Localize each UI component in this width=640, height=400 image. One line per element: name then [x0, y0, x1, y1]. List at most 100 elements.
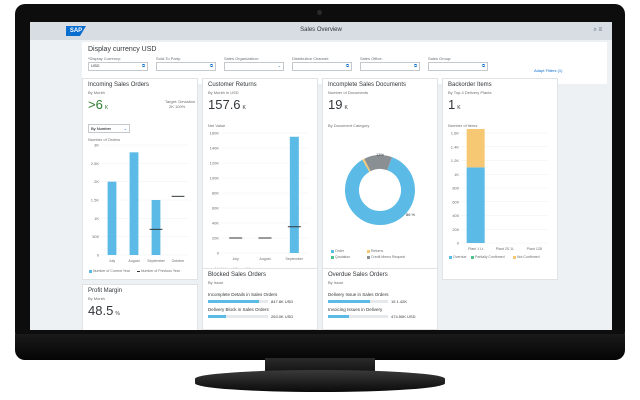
card-title: Overdue Sales Orders [328, 272, 388, 278]
filter-label: Sales Organization: [224, 56, 259, 61]
y-tick-label: 0 [217, 251, 220, 256]
issue-bar [208, 300, 268, 303]
filter-label: Sales Office: [360, 56, 383, 61]
sales-office-input[interactable]: ⧉ [360, 62, 420, 71]
x-tick-label: August [259, 257, 270, 261]
issue-bar [328, 300, 388, 303]
kpi-value: 48.5% [88, 303, 120, 318]
y-tick-label: 0 [457, 241, 460, 246]
bar-not-confirmed [466, 129, 485, 168]
donut-svg: 86 % 13% [345, 152, 416, 225]
value-help-icon: ⧉ [414, 63, 417, 68]
overdue-sales-orders-card[interactable]: Overdue Sales Orders By Issue Delivery I… [322, 268, 438, 330]
issue-value: 15 1.42K [391, 299, 408, 304]
y-tick-label: 400 [452, 213, 459, 218]
card-title: Profit Margin [88, 288, 123, 294]
issue-bar [328, 315, 388, 318]
legend-partially-confirmed: Partially Confirmed [471, 255, 505, 259]
bar-overdue [466, 167, 485, 243]
c1-svg: 0 500 1K 1.5K 2K 2.5K 3K July August September Oct… [91, 143, 189, 263]
legend-credit-memo: Credit Memo Request [367, 255, 405, 259]
filter-label: Sales Group: [428, 56, 452, 61]
slice-order [345, 157, 415, 225]
card-title: Backorder Items [448, 82, 492, 88]
shell-icons[interactable]: ⌕ ≡ [593, 27, 602, 33]
kpi-value: 19 K [328, 97, 348, 112]
incoming-sales-orders-card[interactable]: Incoming Sales Orders By Month >6 K Targe… [82, 78, 198, 280]
sales-group-input[interactable]: ⧉ [428, 62, 488, 71]
blocked-sales-orders-card[interactable]: Blocked Sales Orders By Issue Incomplete… [202, 268, 318, 330]
axis-title: Number of Orders [88, 137, 121, 142]
camera-icon [317, 10, 322, 15]
adapt-filters-link[interactable]: Adapt Filters (1) [534, 68, 563, 73]
x-tick-label: July [232, 257, 239, 261]
card-title: Customer Returns [208, 82, 257, 88]
shell-bar: SAP Sales Overview ⌕ ≡ [30, 22, 612, 40]
target-label: Target: Deviation [165, 99, 196, 104]
customer-returns-card[interactable]: Customer Returns By Month in USD 157.6 K … [202, 78, 318, 280]
slice-credit-memo-request [364, 155, 392, 172]
value-help-icon: ⧉ [346, 63, 349, 68]
value-help-icon: ⧉ [482, 63, 485, 68]
card-title: Incoming Sales Orders [88, 82, 150, 88]
incomplete-documents-card[interactable]: Incomplete Sales Documents Number of Doc… [322, 78, 438, 280]
backorder-items-card[interactable]: Backorder Items By Top-4 Delivery Plants… [442, 78, 558, 280]
issue-label[interactable]: Delivery Issue in Sales Orders [328, 292, 389, 297]
y-tick-label: 0 [97, 253, 100, 258]
c2-svg: 0 20K 40K 60K 80K 100K 120K 140K 160K July August S… [210, 131, 309, 261]
app-title[interactable]: Sales Overview [300, 27, 342, 33]
y-tick-label: 1.6K [451, 131, 460, 136]
legend-not-confirmed: Not Confirmed [513, 255, 540, 259]
issue-label[interactable]: Incomplete Details in Sales Orders [208, 292, 278, 297]
bar-current-year [151, 200, 161, 255]
chevron-down-icon: ⌄ [123, 126, 127, 131]
display-currency-input[interactable]: USD ⧉ [88, 62, 148, 71]
x-tick-label: September [286, 257, 304, 261]
issue-label[interactable]: Delivery Block in Sales Orders [208, 307, 269, 312]
card-subtitle: By Top-4 Delivery Plants [448, 90, 492, 95]
filter-bar: Display currency USD *Display Currency: … [82, 42, 607, 84]
y-tick-label: 40K [212, 221, 219, 226]
y-tick-label: 80K [212, 191, 219, 196]
filter-display-currency: *Display Currency: USD ⧉ [88, 56, 148, 71]
legend-returns: Returns [367, 249, 383, 253]
group-by-select[interactable]: By Number ⌄ [88, 124, 130, 133]
y-tick-label: 1K [454, 172, 459, 177]
axis-title: By Document Category [328, 123, 370, 128]
distribution-input[interactable]: ⧉ [292, 62, 352, 71]
y-tick-label: 100K [210, 176, 220, 181]
sales-org-input[interactable]: ⌄ [224, 62, 284, 71]
filter-sales-group: Sales Group: ⧉ [428, 56, 488, 71]
legend-quotation: Quotation [331, 255, 350, 259]
target-values: 2K 100% [169, 104, 186, 109]
x-tick-label: July [109, 259, 116, 263]
y-tick-label: 200 [452, 227, 459, 232]
kpi-value: 157.6 K [208, 97, 246, 112]
card-subtitle: Number of Documents [328, 90, 369, 95]
legend-order: Order [331, 249, 344, 253]
filter-title[interactable]: Display currency USD [88, 46, 157, 53]
sold-to-input[interactable]: ⧉ [156, 62, 216, 71]
issue-bar-fill [208, 315, 226, 318]
issue-value: 847.8K USD [271, 299, 294, 304]
y-tick-label: 2.5K [91, 161, 100, 166]
issue-bar-fill [328, 300, 370, 303]
issue-bar-fill [328, 315, 349, 318]
axis-title: Number of items [448, 123, 478, 128]
x-tick-label: September [147, 259, 165, 263]
issue-value: 474.50K USD [391, 314, 416, 319]
x-tick-label: Plant 1Z8 [527, 247, 542, 251]
profit-margin-card[interactable]: Profit Margin By Month 48.5% [82, 284, 198, 330]
x-tick-label: August [128, 259, 139, 263]
y-tick-label: 60K [212, 206, 219, 211]
y-tick-label: 160K [210, 131, 220, 136]
filter-label: *Display Currency: [88, 56, 122, 61]
axis-title: Net Value [208, 123, 226, 128]
x-tick-label: October [172, 259, 186, 263]
issue-label[interactable]: Invoicing Issues in Delivery [328, 307, 383, 312]
y-tick-label: 1K [94, 216, 99, 221]
x-tick-label: Plant 2S 1L [496, 247, 515, 251]
sap-logo[interactable]: SAP [66, 26, 86, 36]
chevron-down-icon: ⌄ [277, 63, 281, 68]
